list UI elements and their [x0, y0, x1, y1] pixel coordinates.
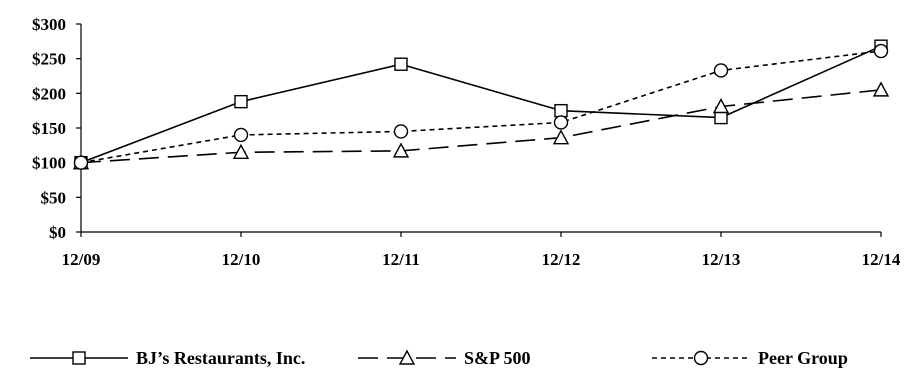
series-line [80, 89, 882, 164]
data-point-circle [233, 127, 249, 143]
series-square [74, 39, 888, 170]
y-tick-label: $200 [32, 84, 66, 103]
x-tick-label: 12/11 [382, 250, 420, 269]
data-point-triangle [552, 129, 570, 145]
y-tick-label: $50 [41, 188, 67, 207]
data-point-square [714, 110, 728, 125]
x-tick-label: 12/10 [222, 250, 261, 269]
series-line [80, 45, 882, 164]
series-circle [73, 43, 889, 170]
data-point-square [234, 94, 248, 109]
data-point-circle [873, 43, 889, 59]
legend-label: Peer Group [758, 348, 848, 368]
x-axis: 12/09 12/10 12/11 12/12 12/13 12/14 [62, 231, 901, 269]
x-tick-label: 12/13 [702, 250, 741, 269]
y-tick-label: $250 [32, 50, 66, 69]
y-tick-label: $300 [32, 15, 66, 34]
x-tick-label: 12/14 [862, 250, 901, 269]
x-tick-label: 12/12 [542, 250, 581, 269]
data-point-circle [553, 115, 569, 130]
x-tick-label: 12/09 [62, 250, 101, 269]
legend-marker-square [72, 351, 86, 365]
data-point-circle [73, 155, 89, 170]
series-layer [72, 39, 890, 170]
legend-marker-triangle [398, 349, 416, 365]
data-point-triangle [392, 142, 410, 158]
data-point-triangle [232, 143, 250, 159]
series-line [80, 50, 882, 164]
data-point-triangle [712, 98, 730, 114]
legend-entry: S&P 500 [358, 348, 531, 368]
y-tick-label: $0 [49, 223, 66, 242]
legend-marker-circle [693, 350, 709, 366]
y-axis: $0 $50 $100 $150 $200 $250 $300 [32, 15, 82, 242]
data-point-circle [713, 63, 729, 78]
legend-entry: BJ’s Restaurants, Inc. [30, 348, 305, 368]
legend-entry: Peer Group [652, 348, 848, 368]
y-tick-label: $100 [32, 154, 66, 173]
y-tick-label: $150 [32, 119, 66, 138]
legend-label: S&P 500 [464, 348, 531, 368]
data-point-circle [393, 124, 409, 139]
data-point-square [394, 57, 408, 71]
legend-label: BJ’s Restaurants, Inc. [136, 348, 305, 368]
data-point-square [554, 103, 568, 118]
data-point-triangle [872, 81, 890, 97]
series-triangle [72, 81, 890, 170]
legend: BJ’s Restaurants, Inc. S&P 500 Peer Group [30, 348, 848, 368]
